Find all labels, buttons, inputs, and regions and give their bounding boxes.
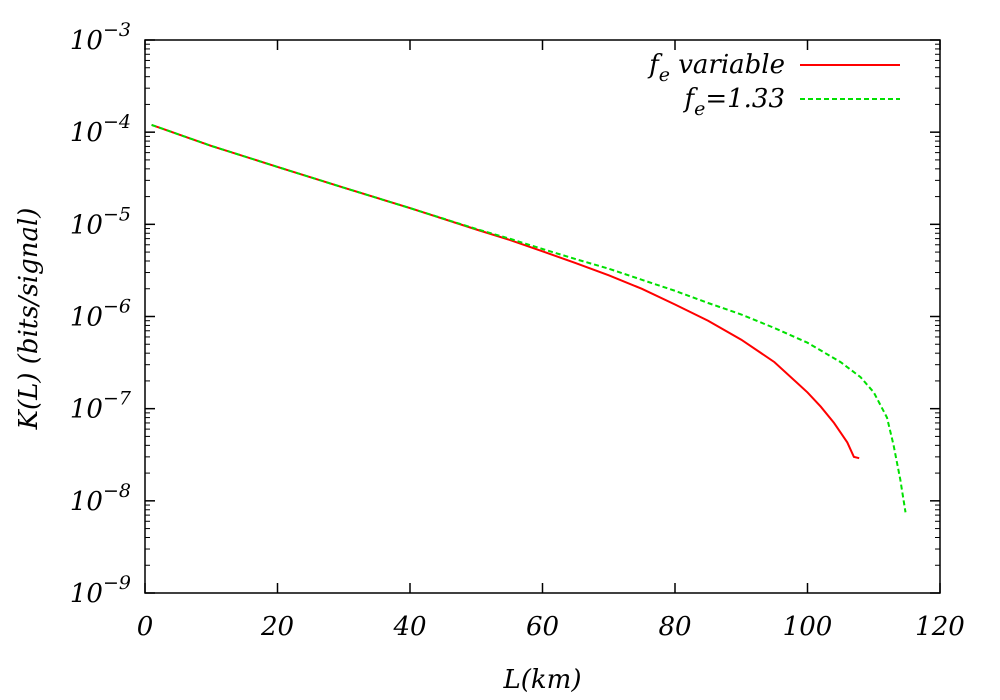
y-tick-exponent: −7	[103, 388, 132, 410]
x-tick-label: 20	[260, 612, 294, 642]
y-tick-base: 10	[70, 487, 103, 517]
x-tick-label: 0	[137, 612, 154, 642]
y-tick-base: 10	[70, 579, 103, 609]
legend-label-sub: e	[694, 98, 705, 120]
y-tick-label: 10−6	[70, 296, 131, 333]
x-tick-label: 40	[392, 612, 426, 642]
legend-label-sub: e	[659, 64, 670, 86]
series-line-2	[151, 123, 907, 513]
y-tick-exponent: −8	[103, 480, 131, 502]
y-tick-base: 10	[70, 26, 103, 56]
y-tick-exponent: −4	[103, 111, 131, 133]
y-tick-base: 10	[70, 395, 103, 425]
y-axis-title: K(L) (bits/signal)	[14, 208, 44, 431]
x-axis-title: L(km)	[503, 665, 582, 695]
y-tick-label: 10−5	[70, 203, 131, 240]
y-tick-label: 10−3	[70, 19, 131, 56]
legend-label-rest: variable	[670, 50, 785, 80]
x-tick-label: 80	[658, 612, 691, 642]
x-tick-label: 100	[783, 612, 833, 642]
y-tick-label: 10−9	[70, 572, 131, 609]
x-tick-label: 120	[915, 612, 965, 642]
y-tick-exponent: −3	[103, 19, 131, 41]
legend-label-rest: =1.33	[705, 84, 785, 114]
y-tick-exponent: −5	[103, 203, 131, 225]
y-tick-label: 10−4	[70, 111, 131, 148]
y-tick-label: 10−7	[70, 388, 132, 425]
y-tick-base: 10	[70, 303, 103, 333]
y-tick-label: 10−8	[70, 480, 131, 517]
x-tick-label: 60	[526, 612, 559, 642]
y-tick-exponent: −6	[103, 296, 131, 318]
ticks-layer: 0 20 40 60 80 100 12010−910−810−710−610−510−41…	[70, 19, 965, 642]
series-layer	[151, 123, 907, 513]
y-tick-exponent: −9	[103, 572, 131, 594]
y-tick-base: 10	[70, 210, 103, 240]
y-tick-base: 10	[70, 118, 103, 148]
